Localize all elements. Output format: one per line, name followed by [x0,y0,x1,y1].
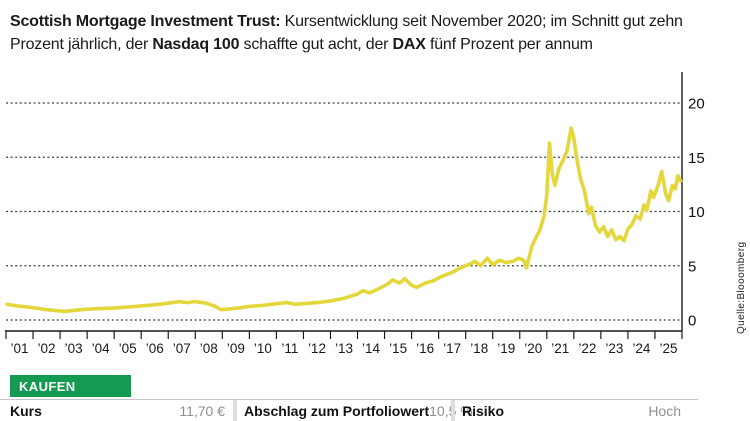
price-chart: 0 5 10 15 20 ’01 ’02 ’03 ’04 ’05 ’06 ’07 ’08 ’09 ’10 ’1… [5,72,705,356]
x-tick-label: ’14 [362,341,381,356]
x-tick-label: ’21 [551,341,569,356]
stat-kurs-value: 11,70 € [179,402,225,419]
source-credit: Quelle:Blooomberg [736,241,747,334]
x-tick-label: ’09 [227,341,245,356]
x-tick-label: ’15 [389,341,407,356]
stats-row: Kurs 11,70 € Abschlag zum Portfoliowert … [0,399,698,421]
stat-abschlag: Abschlag zum Portfoliowert 10,5 % [237,400,473,421]
x-tick-label: ’18 [470,341,488,356]
x-tick-label: ’24 [632,341,651,356]
rating-label: KAUFEN [19,378,76,394]
x-tick-label: ’04 [92,341,111,356]
stats-divider [451,400,455,421]
stat-risiko: Risiko Hoch [455,400,688,421]
price-line [5,126,683,314]
x-tick-label: ’08 [200,341,218,356]
y-tick-label: 15 [688,150,705,167]
y-tick-label: 5 [688,258,696,275]
x-tick-label: ’02 [38,341,56,356]
rating-badge: KAUFEN [10,375,131,397]
headline-segment: schaffte gut acht, der [239,36,393,53]
y-tick-label: 0 [688,313,696,330]
x-tick-label: ’06 [146,341,164,356]
headline-segment: DAX [392,36,426,53]
x-tick-label: ’20 [524,341,542,356]
x-tick-label: ’05 [119,341,137,356]
x-tick-label: ’11 [281,341,298,356]
headline-segment: Kursentwicklung seit November 2020; im S… [10,13,683,53]
stat-abschlag-label: Abschlag zum Portfoliowert [244,402,430,419]
stats-divider [233,400,237,421]
x-tick-label: ’07 [173,341,191,356]
x-tick-label: ’10 [254,341,272,356]
stat-kurs-label: Kurs [10,402,42,419]
stat-abschlag-value: 10,5 % [429,402,473,419]
stat-risiko-value: Hoch [648,402,681,419]
x-tick-label: ’17 [443,341,461,356]
y-tick-label: 20 [688,96,705,113]
x-tick-label: ’25 [659,341,677,356]
x-tick-label: ’22 [578,341,596,356]
x-tick-label: ’19 [497,341,515,356]
headline-segment: Nasdaq 100 [152,36,240,53]
x-tick-label: ’16 [416,341,434,356]
stat-kurs: Kurs 11,70 € [0,400,233,421]
x-tick-label: ’01 [11,341,29,356]
stat-risiko-label: Risiko [462,402,505,419]
x-tick-label: ’03 [65,341,83,356]
x-tick-label: ’12 [308,341,326,356]
y-tick-label: 10 [688,204,705,221]
headline-segment: fünf Prozent per annum [425,36,593,53]
chart-headline: Scottish Mortgage Investment Trust: Kurs… [10,10,690,56]
x-tick-label: ’13 [335,341,353,356]
headline-segment: Scottish Mortgage Investment Trust: [10,13,285,30]
x-tick-label: ’23 [605,341,623,356]
